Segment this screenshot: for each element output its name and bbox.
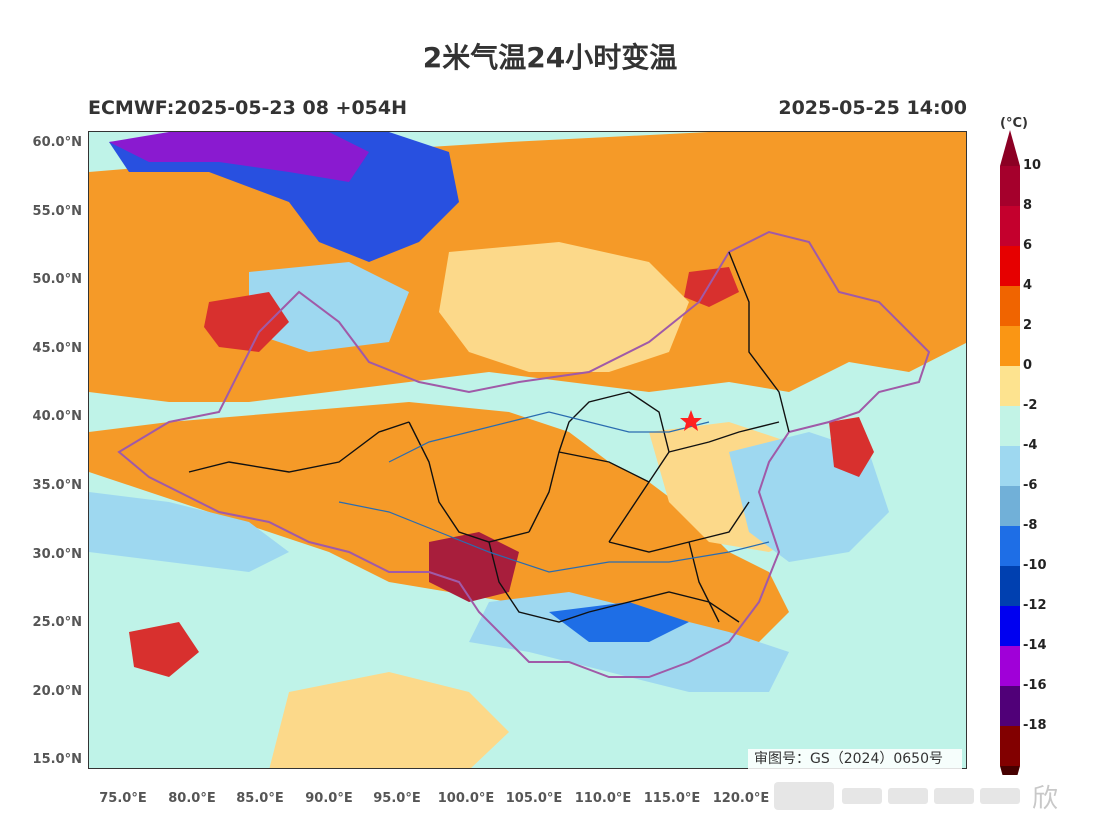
colorbar-tick-label: -8 (1023, 518, 1038, 533)
hot-spot-south (129, 622, 199, 677)
colorbar-tick-label: -10 (1023, 558, 1047, 573)
colorbar-segment (1000, 726, 1020, 766)
temperature-change-map (89, 132, 966, 768)
lon-label-105: 105.0°E (505, 791, 563, 806)
watermark-logo (774, 782, 1020, 810)
colorbar-top-arrow (1000, 130, 1020, 166)
colorbar-segment (1000, 206, 1020, 246)
province-borders (188, 251, 790, 623)
lat-label-20: 20.0°N (32, 684, 82, 699)
colorbar-segment (1000, 366, 1020, 406)
watermark: 欣 (772, 778, 1092, 814)
colorbar-segment (1000, 446, 1020, 486)
colorbar-segment (1000, 406, 1020, 446)
lat-label-55: 55.0°N (32, 204, 82, 219)
lon-label-115: 115.0°E (643, 791, 701, 806)
colorbar-tick-label: -16 (1023, 678, 1047, 693)
cold-anomaly-purple (109, 132, 369, 182)
colorbar-tick-label: 10 (1023, 158, 1042, 173)
colorbar-segment (1000, 566, 1020, 606)
colorbar-segment (1000, 606, 1020, 646)
colorbar-tick-label: 8 (1023, 198, 1033, 213)
valid-time-label: 2025-05-25 14:00 (778, 97, 967, 119)
cold-anomaly-south-blue (549, 602, 689, 642)
colorbar-tick-label: -18 (1023, 718, 1047, 733)
colorbar-segment (1000, 646, 1020, 686)
colorbar-segment (1000, 286, 1020, 326)
lat-label-25: 25.0°N (32, 615, 82, 630)
lon-label-120: 120.0°E (712, 791, 770, 806)
watermark-text: 欣 (1032, 784, 1059, 814)
colorbar-segment (1000, 326, 1020, 366)
colorbar-tick-label: -14 (1023, 638, 1047, 653)
colorbar-segment (1000, 526, 1020, 566)
colorbar-tick-label: -6 (1023, 478, 1038, 493)
cooling-zone-northwest (249, 262, 409, 352)
lat-label-60: 60.0°N (32, 135, 82, 150)
colorbar-tick-label: 6 (1023, 238, 1033, 253)
hot-spot-northwest (204, 292, 289, 352)
colorbar-segment (1000, 686, 1020, 726)
lat-label-35: 35.0°N (32, 478, 82, 493)
star-icon (680, 410, 702, 431)
lon-label-100: 100.0°E (437, 791, 495, 806)
lon-label-80: 80.0°E (168, 791, 216, 806)
colorbar-segment (1000, 246, 1020, 286)
colorbar-tick-label: -4 (1023, 438, 1038, 453)
colorbar-tick-label: 2 (1023, 318, 1033, 333)
hot-spot-korea (829, 417, 874, 477)
cold-anomaly-blue (109, 132, 459, 262)
colorbar-bottom-arrow (1000, 766, 1020, 775)
rivers (338, 411, 770, 573)
lat-label-30: 30.0°N (32, 547, 82, 562)
lon-label-110: 110.0°E (574, 791, 632, 806)
colorbar-tick-label: -2 (1023, 398, 1038, 413)
hot-spot-manchuria (684, 267, 739, 307)
map-area (88, 131, 967, 769)
lon-label-90: 90.0°E (305, 791, 353, 806)
lon-label-85: 85.0°E (236, 791, 284, 806)
lat-label-15: 15.0°N (32, 752, 82, 767)
colorbar-unit: (°C) (1000, 116, 1028, 131)
lon-label-95: 95.0°E (373, 791, 421, 806)
lon-label-75: 75.0°E (99, 791, 147, 806)
model-run-label: ECMWF:2025-05-23 08 +054H (88, 97, 408, 119)
colorbar-segment (1000, 166, 1020, 206)
approval-number: 审图号：GS（2024）0650号 (748, 749, 962, 769)
colorbar-tick-label: -12 (1023, 598, 1047, 613)
mild-warming-south (269, 672, 509, 768)
hot-spot-tibet-east (429, 532, 519, 602)
colorbar-tick-label: 4 (1023, 278, 1033, 293)
cooling-zone-southwest (89, 492, 289, 572)
lat-label-50: 50.0°N (32, 272, 82, 287)
mild-warming-mongolia (439, 242, 689, 372)
lat-label-45: 45.0°N (32, 341, 82, 356)
colorbar-tick-label: 0 (1023, 358, 1033, 373)
national-border (117, 230, 931, 678)
chart-title: 2米气温24小时变温 (422, 41, 678, 74)
colorbar-segment (1000, 486, 1020, 526)
colorbar (1000, 130, 1020, 775)
lat-label-40: 40.0°N (32, 409, 82, 424)
